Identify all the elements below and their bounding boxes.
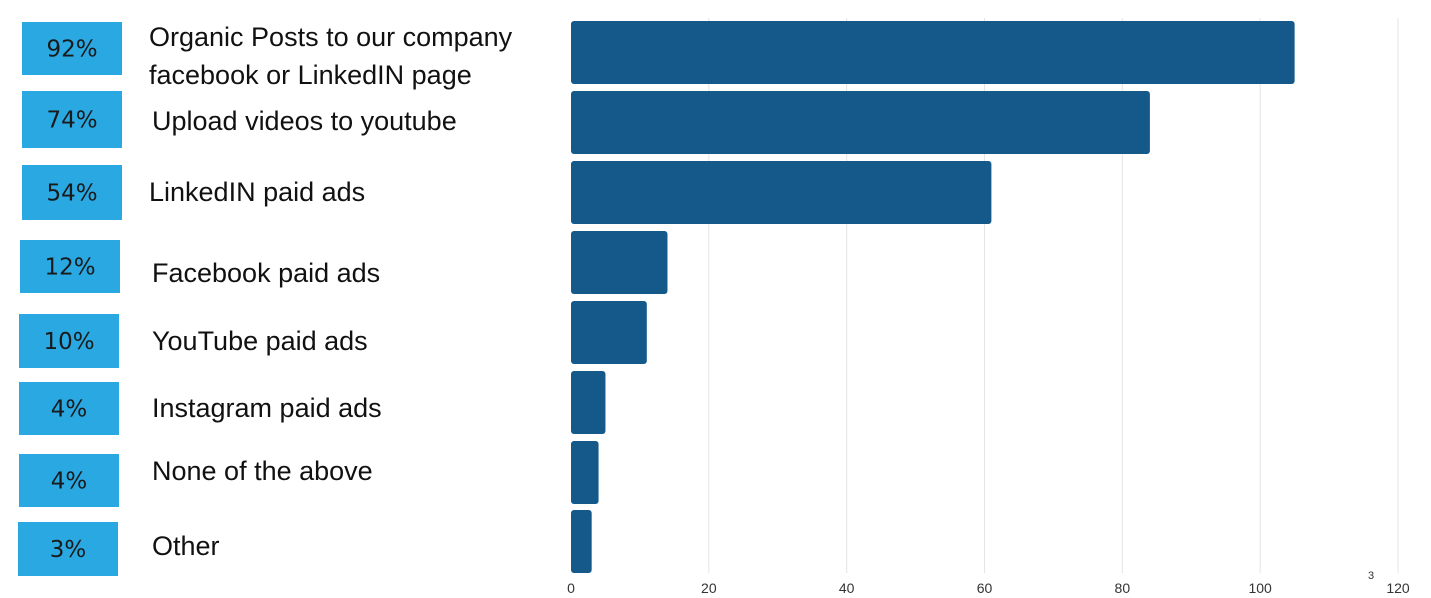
x-tick-label: 60 — [977, 580, 993, 596]
percent-badge — [22, 22, 122, 75]
percent-badge — [18, 522, 118, 576]
category-label: LinkedIN paid ads — [149, 177, 365, 207]
x-tick-label: 40 — [839, 580, 855, 596]
bar — [571, 21, 1295, 84]
percent-badge — [19, 382, 119, 435]
percent-label: 3% — [50, 537, 87, 563]
category-labels: Organic Posts to our company facebook or … — [149, 22, 513, 561]
percent-label: 74% — [46, 108, 97, 134]
percent-label: 54% — [46, 181, 97, 207]
bar — [571, 510, 592, 573]
percent-badge — [19, 454, 119, 507]
category-label: Instagram paid ads — [152, 393, 382, 423]
category-label: None of the above — [152, 456, 373, 486]
bar — [571, 371, 606, 434]
annotation-label: 3 — [1368, 570, 1374, 582]
x-tick-label: 20 — [701, 580, 717, 596]
percent-label: 10% — [43, 329, 94, 355]
percent-badge — [22, 165, 122, 220]
x-axis-ticks: 0 20 40 60 80 100 120 — [567, 580, 1410, 596]
category-label: Upload videos to youtube — [152, 106, 457, 136]
category-label: YouTube paid ads — [152, 326, 368, 356]
x-tick-label: 80 — [1115, 580, 1131, 596]
percent-label: 4% — [51, 397, 88, 423]
percent-badge — [22, 91, 122, 148]
percent-label: 92% — [46, 37, 97, 63]
percent-label: 12% — [44, 255, 95, 281]
percent-badge — [19, 314, 119, 368]
category-label: facebook or LinkedIN page — [149, 60, 472, 90]
bar — [571, 91, 1150, 154]
percent-badge — [20, 240, 120, 293]
bars — [571, 21, 1295, 573]
category-label: Facebook paid ads — [152, 258, 380, 288]
percent-label: 4% — [51, 469, 88, 495]
bar — [571, 161, 992, 224]
category-label: Organic Posts to our company — [149, 22, 513, 52]
x-tick-label: 100 — [1248, 580, 1272, 596]
x-tick-label: 0 — [567, 580, 575, 596]
category-label: Other — [152, 531, 220, 561]
bar — [571, 441, 599, 504]
bar — [571, 301, 647, 364]
percent-badges: 92% 74% 54% 12% 10% 4% 4% 3% — [18, 22, 122, 576]
bar — [571, 231, 668, 294]
x-tick-label: 120 — [1386, 580, 1410, 596]
